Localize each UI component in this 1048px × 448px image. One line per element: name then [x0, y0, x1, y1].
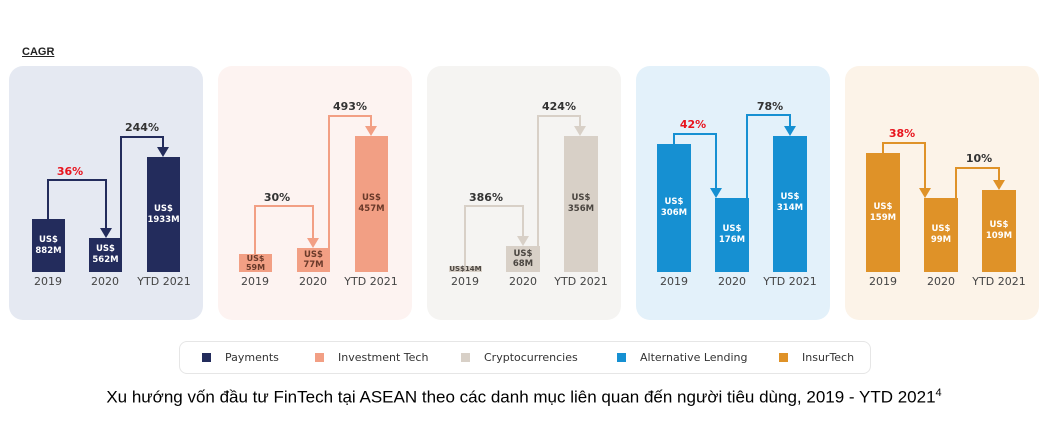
bar-value: 109M: [985, 231, 1013, 241]
bar-value: 59M: [245, 262, 266, 272]
legend-label: Alternative Lending: [640, 351, 748, 364]
legend-label: Payments: [225, 351, 279, 364]
bar-insurtech-2019: US$ 159M: [866, 153, 900, 272]
legend-swatch-icon: [315, 353, 324, 362]
growth-label-payments-2021: 244%: [125, 121, 159, 134]
growth-label-payments-2020: 36%: [56, 165, 84, 178]
year-label: 2020: [927, 275, 955, 288]
legend-item-payments: Payments: [202, 351, 279, 364]
bar-value: 99M: [930, 235, 952, 245]
bar-value-currency: US$: [571, 193, 591, 203]
growth-label-alt-lending-2020: 42%: [679, 118, 707, 131]
bar-value-currency: US$: [362, 193, 381, 203]
growth-label-investment-tech-2021: 493%: [333, 100, 367, 113]
year-label: 2020: [91, 275, 119, 288]
bar-value-currency: US$: [96, 244, 115, 254]
growth-label-insurtech-2020: 38%: [888, 127, 916, 140]
legend-label: Investment Tech: [338, 351, 429, 364]
bar-alt-lending-2021: US$ 314M: [773, 136, 807, 272]
bar-value-currency: US$: [246, 254, 265, 263]
year-label: 2019: [869, 275, 897, 288]
bar-value-currency: US$: [154, 203, 173, 214]
year-label: 2019: [660, 275, 688, 288]
growth-label-alt-lending-2021: 78%: [756, 100, 784, 113]
legend-item-investment-tech: Investment Tech: [315, 351, 428, 364]
year-label: 2019: [451, 275, 479, 288]
bar-value: 314M: [776, 203, 804, 213]
caption-text: Xu hướng vốn đầu tư FinTech tại ASEAN th…: [106, 387, 936, 407]
bar-investment-tech-2021: US$ 457M: [355, 136, 388, 272]
footnote-marker: 4: [935, 387, 942, 399]
bar-insurtech-2021: US$ 109M: [982, 190, 1016, 272]
bar-value: 176M: [718, 235, 746, 245]
growth-label-crypto-2020: 386%: [469, 191, 503, 204]
bar-value: 306M: [660, 208, 688, 218]
growth-label-crypto-2021: 424%: [542, 100, 576, 113]
year-label: YTD 2021: [554, 275, 608, 288]
legend-swatch-icon: [202, 353, 211, 362]
bar-value-currency: US$: [39, 234, 58, 245]
legend-item-insurtech: InsurTech: [779, 351, 854, 364]
bar-crypto-2020: US$ 68M: [506, 246, 540, 272]
bar-alt-lending-2019: US$ 306M: [657, 144, 691, 272]
bar-value: 1933M: [147, 214, 180, 225]
year-label: 2019: [34, 275, 62, 288]
bar-value: 159M: [869, 212, 897, 223]
legend-swatch-icon: [617, 353, 626, 362]
bar-value-currency: US$: [664, 197, 684, 207]
bar-value: 562M: [92, 255, 119, 265]
growth-label-insurtech-2021: 10%: [965, 152, 993, 165]
bar-payments-2019: US$ 882M: [32, 219, 65, 272]
bar-payments-2020: US$ 562M: [89, 238, 122, 272]
bar-value: 356M: [567, 204, 595, 214]
bar-value: 882M: [35, 245, 62, 256]
bar-payments-2021: US$ 1933M: [147, 157, 180, 272]
growth-label-investment-tech-2020: 30%: [263, 191, 291, 204]
bar-value: 457M: [358, 204, 385, 214]
bar-value-currency: US$: [304, 250, 323, 260]
year-label: YTD 2021: [344, 275, 398, 288]
bar-value-currency: US$: [873, 201, 893, 212]
bar-value-currency: US$: [513, 249, 533, 259]
legend-swatch-icon: [461, 353, 470, 362]
year-label: YTD 2021: [763, 275, 817, 288]
year-label: YTD 2021: [972, 275, 1026, 288]
bar-value: 77M: [303, 260, 324, 270]
year-label: 2019: [241, 275, 269, 288]
year-label: 2020: [299, 275, 327, 288]
bar-crypto-2021: US$ 356M: [564, 136, 598, 272]
cagr-heading: CAGR: [22, 46, 55, 58]
chart-caption: Xu hướng vốn đầu tư FinTech tại ASEAN th…: [0, 387, 1048, 408]
chart-legend: Payments Investment Tech Cryptocurrencie…: [179, 341, 871, 374]
bar-insurtech-2020: US$ 99M: [924, 198, 958, 272]
bar-value-currency: US$: [931, 224, 951, 234]
year-label: YTD 2021: [137, 275, 191, 288]
year-label: 2020: [509, 275, 537, 288]
bar-crypto-2019: US$14M: [449, 264, 482, 273]
legend-swatch-icon: [779, 353, 788, 362]
legend-label: InsurTech: [802, 351, 855, 364]
bar-investment-tech-2020: US$ 77M: [297, 248, 330, 272]
bar-value: US$14M: [449, 264, 482, 273]
bar-value-currency: US$: [989, 220, 1009, 230]
bar-value-currency: US$: [722, 224, 742, 234]
legend-label: Cryptocurrencies: [484, 351, 578, 364]
year-label: 2020: [718, 275, 746, 288]
bar-investment-tech-2019: US$ 59M: [239, 254, 272, 272]
bar-value-currency: US$: [780, 192, 800, 202]
bar-alt-lending-2020: US$ 176M: [715, 198, 749, 272]
legend-item-cryptocurrencies: Cryptocurrencies: [461, 351, 578, 364]
legend-item-alternative-lending: Alternative Lending: [617, 351, 748, 364]
bar-value: 68M: [512, 259, 534, 269]
